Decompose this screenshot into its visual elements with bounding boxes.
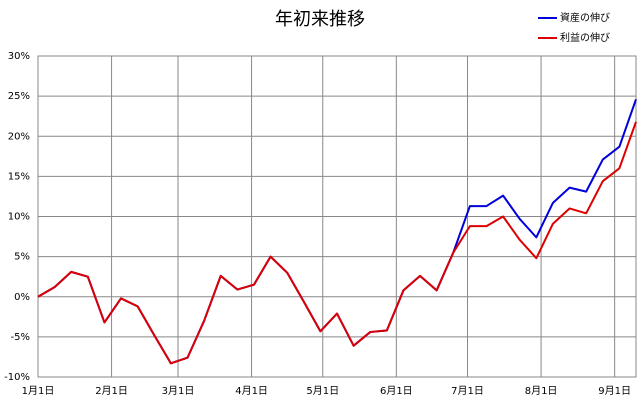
y-tick-label: -10% — [4, 372, 30, 383]
y-tick-label: -5% — [11, 332, 30, 343]
series-line — [37, 121, 637, 365]
legend-label: 資産の伸び — [560, 11, 610, 24]
plot-border — [37, 55, 637, 378]
x-tick-label: 1月1日 — [22, 385, 55, 397]
y-tick-label: 0% — [14, 292, 30, 303]
x-tick-label: 3月1日 — [162, 385, 195, 397]
x-tick-label: 4月1日 — [235, 385, 268, 397]
x-tick-label: 6月1日 — [380, 385, 413, 397]
chart-title: 年初来推移 — [275, 9, 365, 30]
x-tick-label: 5月1日 — [306, 385, 339, 397]
x-tick-label: 7月1日 — [451, 385, 484, 397]
legend-label: 利益の伸び — [560, 31, 610, 44]
y-tick-label: 15% — [8, 171, 30, 182]
y-tick-label: 30% — [8, 51, 30, 62]
y-tick-label: 25% — [8, 91, 30, 102]
x-tick-label: 8月1日 — [525, 385, 558, 397]
y-tick-label: 10% — [8, 212, 30, 223]
y-tick-label: 20% — [8, 131, 30, 142]
y-tick-label: 5% — [14, 252, 30, 263]
x-tick-label: 9月1日 — [598, 385, 631, 397]
series-line — [37, 99, 637, 365]
x-tick-label: 2月1日 — [95, 385, 128, 397]
